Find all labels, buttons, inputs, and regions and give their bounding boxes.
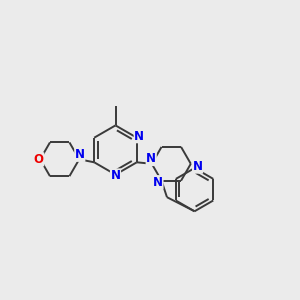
Text: O: O <box>34 153 44 166</box>
Text: N: N <box>110 169 121 182</box>
Text: N: N <box>153 176 163 189</box>
Text: N: N <box>134 130 144 143</box>
Text: N: N <box>193 160 202 173</box>
Text: N: N <box>75 148 85 161</box>
Text: N: N <box>146 152 156 166</box>
